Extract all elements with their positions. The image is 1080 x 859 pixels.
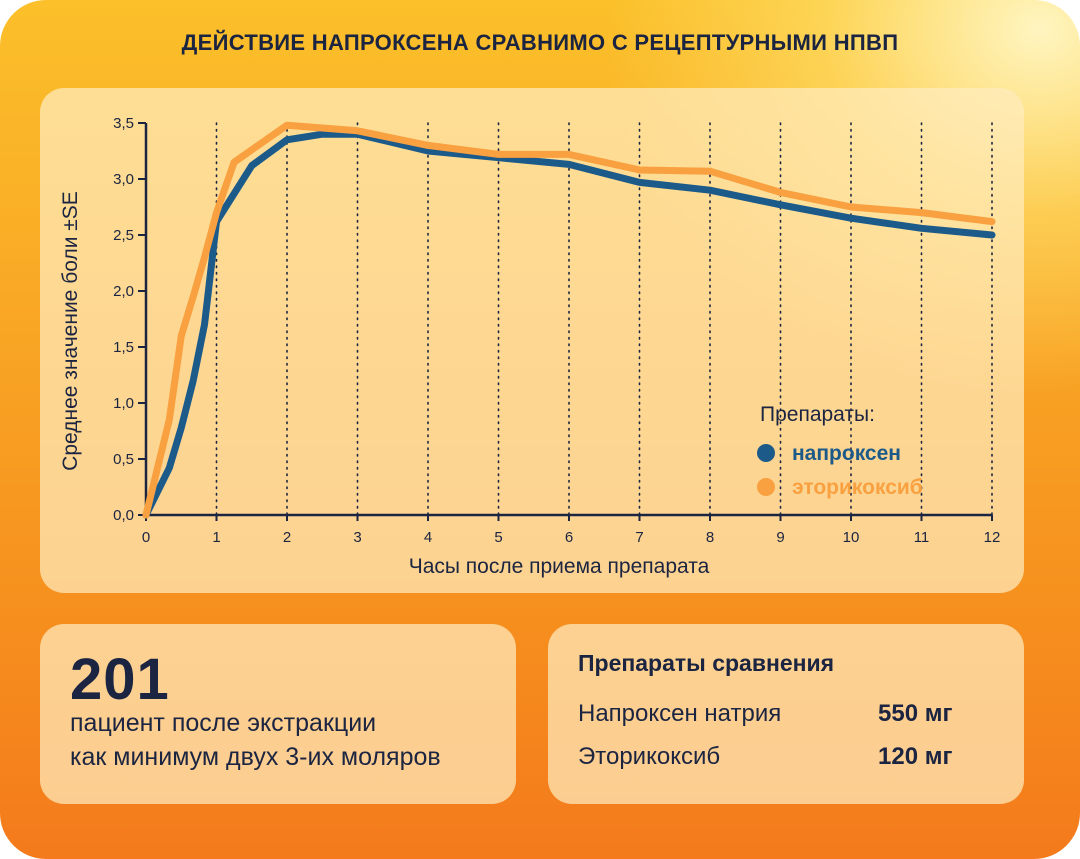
legend-marker-naproxen bbox=[757, 444, 775, 462]
drug-dose-naproxen: 550 мг bbox=[878, 700, 953, 727]
chart-panel: 0 1 2 3 4 5 6 7 8 9 10 11 12 0,0 0,5 1,0 1,5 2,0 2,5 3,0 3,5… bbox=[40, 88, 1024, 593]
x-tick-label-7: 7 bbox=[635, 529, 643, 546]
drug-name-etoricoxib: Эторикоксиб bbox=[578, 743, 721, 770]
drug-dose-etoricoxib: 120 мг bbox=[878, 743, 953, 770]
x-tick-label-4: 4 bbox=[424, 529, 432, 546]
legend-label-etoricoxib: эторикоксиб bbox=[792, 476, 923, 499]
x-tick-label-10: 10 bbox=[843, 529, 860, 546]
legend-title: Препараты: bbox=[760, 403, 875, 426]
x-tick-label-1: 1 bbox=[212, 529, 220, 546]
y-tick-label-2: 1,0 bbox=[113, 395, 134, 412]
pain-chart: 0 1 2 3 4 5 6 7 8 9 10 11 120,00,51,01,52,02,53,03,5… bbox=[59, 115, 1001, 578]
x-tick-label-3: 3 bbox=[353, 529, 361, 546]
y-tick-label-3: 1,5 bbox=[113, 339, 134, 356]
series-line-etoricoxib bbox=[142, 121, 996, 519]
y-tick-label-6: 3,0 bbox=[113, 171, 134, 188]
patient-count: 201 bbox=[70, 647, 170, 712]
patients-panel: 201 пациент после экстракции как минимум… bbox=[40, 624, 516, 804]
y-axis-title: Среднее значение боли ±SE bbox=[59, 191, 82, 471]
y-tick-label-0: 0,0 bbox=[113, 507, 134, 524]
y-tick-label-5: 2,5 bbox=[113, 227, 134, 244]
legend-marker-etoricoxib bbox=[757, 478, 775, 496]
comparison-panel: Препараты сравнения Напроксен натрия 550… bbox=[548, 624, 1024, 804]
x-tick-label-9: 9 bbox=[776, 529, 784, 546]
y-tick-label-7: 3,5 bbox=[113, 115, 134, 132]
patients-description: пациент после экстракции как минимум дву… bbox=[70, 706, 441, 774]
legend-label-naproxen: напроксен bbox=[792, 442, 901, 465]
x-tick-label-11: 11 bbox=[914, 529, 930, 546]
comparison-title: Препараты сравнения bbox=[578, 650, 835, 676]
x-tick-label-2: 2 bbox=[283, 529, 291, 546]
page-title: ДЕЙСТВИЕ НАПРОКСЕНА СРАВНИМО С РЕЦЕПТУРН… bbox=[181, 30, 899, 55]
y-tick-label-4: 2,0 bbox=[113, 283, 134, 300]
patients-desc-line2: как минимум двух 3-их моляров bbox=[70, 743, 441, 771]
x-axis-title: Часы после приема препарата bbox=[409, 555, 710, 578]
y-tick-label-1: 0,5 bbox=[113, 451, 134, 468]
x-tick-label-5: 5 bbox=[494, 529, 502, 546]
patients-desc-line1: пациент после экстракции bbox=[70, 709, 377, 737]
x-tick-label-12: 12 bbox=[984, 529, 1001, 546]
x-tick-label-8: 8 bbox=[706, 529, 714, 546]
x-tick-label-6: 6 bbox=[565, 529, 573, 546]
x-tick-label-0: 0 bbox=[142, 529, 150, 546]
drug-name-naproxen: Напроксен натрия bbox=[578, 700, 782, 727]
